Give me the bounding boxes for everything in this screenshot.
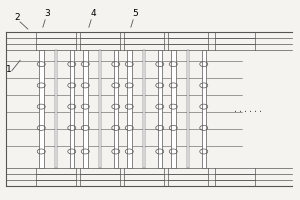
Bar — [127, 50, 131, 168]
Bar — [55, 50, 57, 168]
Bar — [99, 50, 101, 168]
Bar — [70, 50, 74, 168]
Text: 2: 2 — [14, 12, 20, 21]
Bar — [171, 50, 175, 168]
Text: 1: 1 — [6, 66, 12, 74]
Bar — [113, 50, 118, 168]
Bar — [39, 50, 43, 168]
Bar — [202, 50, 206, 168]
Bar — [83, 50, 88, 168]
Text: 3: 3 — [44, 9, 50, 19]
Bar — [158, 50, 162, 168]
Text: ......: ...... — [233, 104, 263, 114]
Text: 4: 4 — [90, 9, 96, 19]
Text: 5: 5 — [132, 9, 138, 19]
Bar — [187, 50, 189, 168]
Bar — [143, 50, 145, 168]
